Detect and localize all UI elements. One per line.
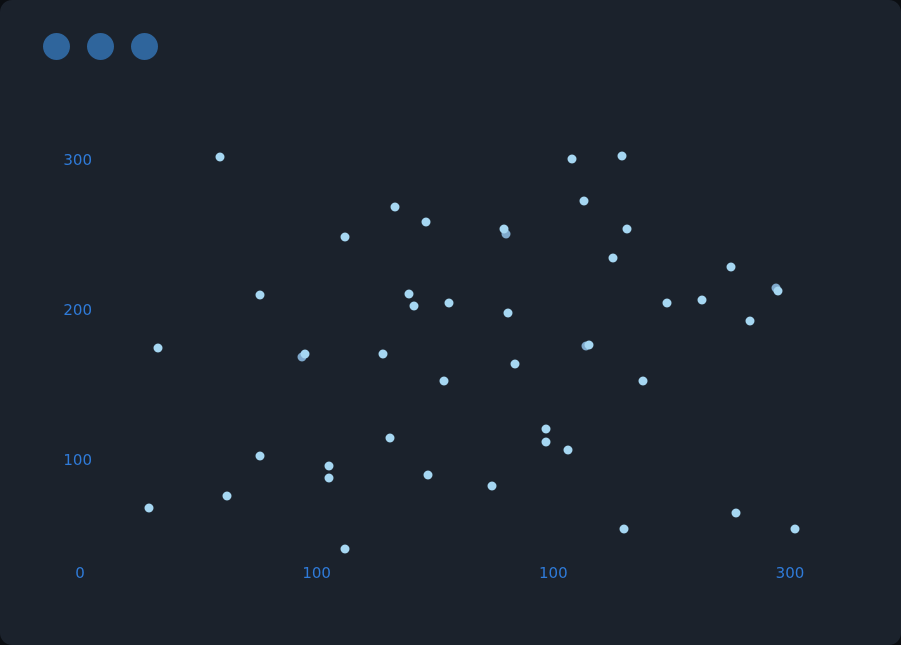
scatter-point [503, 308, 513, 318]
scatter-point [439, 376, 449, 385]
scatter-point [444, 298, 454, 307]
scatter-point [385, 433, 395, 442]
scatter-point [731, 508, 741, 517]
scatter-point [726, 262, 736, 271]
scatter-point [378, 349, 388, 358]
scatter-point [563, 445, 573, 454]
scatter-point [300, 349, 310, 358]
scatter-point [510, 359, 520, 369]
y-tick-label: 200 [63, 301, 92, 319]
scatter-point [340, 544, 350, 553]
y-tick-label: 300 [63, 151, 92, 169]
scatter-point [541, 424, 551, 433]
scatter-point [255, 290, 265, 300]
scatter-point [567, 154, 577, 163]
scatter-point [617, 151, 627, 160]
window-button-3[interactable] [131, 33, 158, 60]
scatter-point [619, 524, 629, 534]
x-tick-label: 0 [75, 564, 85, 582]
scatter-point [487, 481, 497, 490]
scatter-point [638, 376, 648, 385]
scatter-point [541, 437, 551, 447]
scatter-point [608, 253, 617, 262]
scatter-point [499, 224, 509, 234]
scatter-point [790, 524, 800, 534]
scatter-point [222, 491, 232, 501]
window-titlebar [43, 33, 158, 60]
scatter-point [153, 343, 163, 352]
scatter-point [662, 298, 672, 307]
scatter-point [409, 301, 419, 310]
scatter-point [324, 461, 333, 471]
x-tick-label: 300 [775, 564, 805, 582]
scatter-point [584, 340, 594, 349]
x-tick-label: 100 [302, 564, 331, 582]
scatter-point [622, 224, 632, 234]
scatter-point [421, 217, 431, 226]
scatter-point [404, 289, 414, 298]
scatter-point [215, 152, 225, 162]
scatter-point [745, 316, 755, 325]
scatter-point [423, 470, 433, 480]
scatter-point [340, 232, 350, 241]
x-tick-label: 100 [539, 564, 568, 582]
scatter-point [324, 473, 333, 483]
scatter-point [390, 202, 400, 211]
scatter-point [255, 451, 265, 460]
scatter-point [501, 229, 511, 238]
scatter-point [144, 503, 154, 513]
scatter-point [697, 295, 707, 304]
scatter-point [773, 286, 783, 295]
window-button-1[interactable] [43, 33, 70, 60]
y-tick-label: 100 [63, 451, 92, 469]
scatter-point [579, 196, 589, 205]
window-button-2[interactable] [87, 33, 114, 60]
